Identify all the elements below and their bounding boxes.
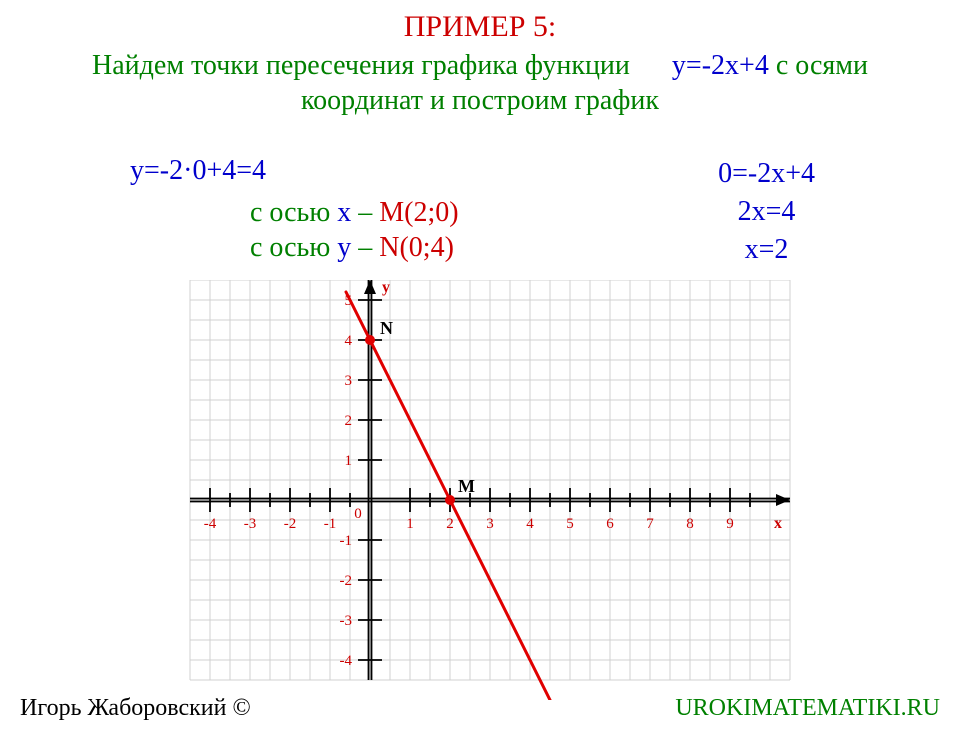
svg-text:-1: -1 xyxy=(340,533,353,549)
svg-text:N: N xyxy=(380,318,393,338)
svg-text:4: 4 xyxy=(345,333,353,349)
svg-text:3: 3 xyxy=(345,373,353,389)
y-axis-letter: y xyxy=(337,232,351,263)
example-title: ПРИМЕР 5: xyxy=(0,10,960,44)
svg-text:2: 2 xyxy=(446,516,454,532)
chart-container: -4-3-2-1123456789-4-3-2-1123450xyNM xyxy=(170,280,850,705)
svg-text:7: 7 xyxy=(646,516,654,532)
x-intercept-sep: – xyxy=(351,197,379,228)
svg-text:8: 8 xyxy=(686,516,694,532)
stmt-function: y=-2x+4 xyxy=(672,50,769,81)
author-credit: Игорь Жаборовский © xyxy=(20,695,251,722)
svg-text:2: 2 xyxy=(345,413,353,429)
svg-text:6: 6 xyxy=(606,516,614,532)
calc-line-2: 2x=4 xyxy=(718,193,815,231)
svg-text:-2: -2 xyxy=(340,573,353,589)
calc-line-1: 0=-2x+4 xyxy=(718,155,815,193)
stmt-part1: Найдем точки пересечения графика функции xyxy=(92,50,630,81)
svg-text:0: 0 xyxy=(354,506,362,522)
calc-y-at-zero: y=-2·0+4=4 xyxy=(130,155,266,187)
svg-text:-1: -1 xyxy=(324,516,337,532)
y-intercept-sep: – xyxy=(351,232,379,263)
x-intercept-line: с осью x – M(2;0) xyxy=(250,195,459,230)
svg-text:4: 4 xyxy=(526,516,534,532)
y-intercept-line: с осью y – N(0;4) xyxy=(250,230,459,265)
svg-text:3: 3 xyxy=(486,516,494,532)
svg-text:1: 1 xyxy=(345,453,353,469)
svg-text:-3: -3 xyxy=(244,516,257,532)
svg-text:-3: -3 xyxy=(340,613,353,629)
svg-text:M: M xyxy=(458,476,475,496)
svg-text:9: 9 xyxy=(726,516,734,532)
svg-text:x: x xyxy=(774,515,782,532)
calc-line-3: x=2 xyxy=(718,231,815,269)
site-credit: UROKIMATEMATIKI.RU xyxy=(675,695,940,722)
calc-solve-x: 0=-2x+4 2x=4 x=2 xyxy=(718,155,815,268)
svg-text:y: y xyxy=(382,280,390,296)
intercept-summary: с осью x – M(2;0) с осью y – N(0;4) xyxy=(250,195,459,265)
linear-function-chart: -4-3-2-1123456789-4-3-2-1123450xyNM xyxy=(170,280,850,700)
y-intercept-point: N(0;4) xyxy=(379,232,454,263)
problem-statement: Найдем точки пересечения графика функции… xyxy=(40,48,920,118)
x-intercept-point: M(2;0) xyxy=(379,197,458,228)
x-intercept-pre: с осью xyxy=(250,197,337,228)
svg-text:1: 1 xyxy=(406,516,414,532)
x-axis-letter: x xyxy=(337,197,351,228)
svg-text:-4: -4 xyxy=(340,653,353,669)
y-intercept-pre: с осью xyxy=(250,232,337,263)
svg-text:-4: -4 xyxy=(204,516,217,532)
svg-text:5: 5 xyxy=(566,516,574,532)
svg-text:-2: -2 xyxy=(284,516,297,532)
